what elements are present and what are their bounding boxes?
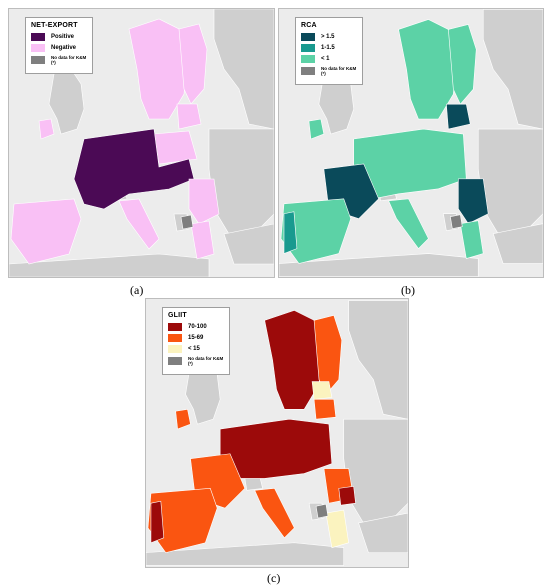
legend-item: < 15 — [168, 345, 224, 353]
region-italy — [118, 198, 160, 250]
legend-swatch — [301, 44, 315, 52]
legend-label: Positive — [51, 34, 75, 40]
legend-label: Negative — [51, 45, 77, 51]
region-baltics — [446, 103, 471, 130]
region-italy — [388, 198, 429, 250]
legend-item: 1-1.5 — [301, 44, 357, 52]
region-nordic-north — [213, 9, 274, 130]
legend-label: < 15 — [188, 346, 200, 352]
europe-map-rca — [279, 9, 543, 277]
legend-swatch-nodata — [31, 56, 45, 64]
legend-title: RCA — [301, 22, 317, 29]
caption-a: (a) — [130, 283, 144, 297]
region-nodata — [450, 214, 463, 230]
legend: NET-EXPORT Positive Negative No data for… — [25, 17, 93, 74]
region-russia-east — [343, 418, 408, 524]
legend-nodata-item: No data for K&M (*) — [168, 356, 224, 366]
region-north-africa — [279, 253, 479, 277]
legend-swatch — [301, 33, 315, 41]
region-iberia — [280, 198, 352, 264]
europe-map-gliit — [146, 300, 408, 566]
region-greece — [325, 509, 350, 549]
legend-swatch — [168, 334, 182, 342]
legend-swatch-nodata — [168, 357, 182, 365]
region-north-africa — [9, 253, 210, 277]
region-finland — [313, 314, 343, 395]
region-nodata — [315, 503, 329, 519]
region-turkey — [223, 223, 274, 265]
legend-nodata-item: No data for K&M (*) — [301, 66, 357, 76]
region-portugal — [283, 211, 298, 255]
region-scandinavia — [398, 19, 457, 120]
region-balkans-east — [188, 178, 220, 225]
region-greece — [190, 220, 215, 260]
region-greece — [459, 220, 484, 259]
region-uk — [48, 68, 85, 135]
legend-item: > 1.5 — [301, 33, 357, 41]
legend-item: < 1 — [301, 55, 357, 63]
caption-c: (c) — [267, 571, 281, 585]
region-scandinavia — [128, 18, 188, 120]
legend-item: 15-69 — [168, 334, 224, 342]
region-bulgaria — [338, 486, 356, 506]
region-finland — [178, 23, 208, 105]
region-nordic-north — [482, 9, 543, 130]
legend-swatch — [168, 323, 182, 331]
region-ireland — [38, 118, 55, 140]
legend-nodata-label: No data for K&M (*) — [188, 356, 224, 366]
legend-label: < 1 — [321, 56, 330, 62]
caption-b: (b) — [401, 283, 415, 297]
legend-swatch — [168, 345, 182, 353]
region-iberia — [147, 488, 218, 553]
legend-nodata-label: No data for K&M (*) — [51, 55, 87, 65]
legend-label: 70-100 — [188, 324, 207, 330]
region-poland — [153, 130, 198, 165]
region-scandinavia — [264, 310, 323, 410]
legend-swatch — [31, 33, 45, 41]
region-central-core — [73, 128, 195, 210]
region-iberia — [10, 198, 82, 265]
map-panel-net-export: NET-EXPORT Positive Negative No data for… — [8, 8, 275, 278]
region-balkans-east — [458, 178, 489, 225]
region-ireland — [175, 408, 191, 430]
legend-label: 1-1.5 — [321, 45, 335, 51]
region-portugal — [150, 500, 165, 544]
legend-swatch-nodata — [301, 67, 315, 75]
map-panel-rca: RCA > 1.5 1-1.5 < 1 No data for K&M (*) — [278, 8, 544, 278]
legend-item: Positive — [31, 33, 87, 41]
legend-swatch — [301, 55, 315, 63]
region-finland — [448, 24, 477, 105]
map-panel-gliit: GLIIT 70-100 15-69 < 15 No data for K&M … — [145, 298, 409, 568]
legend-label: 15-69 — [188, 335, 204, 341]
region-russia-east — [208, 128, 274, 235]
region-lithuania — [313, 399, 337, 420]
legend-item: 70-100 — [168, 323, 224, 331]
legend: RCA > 1.5 1-1.5 < 1 No data for K&M (*) — [295, 17, 363, 85]
legend-label: > 1.5 — [321, 34, 335, 40]
region-ireland — [308, 118, 325, 140]
legend-swatch — [31, 44, 45, 52]
legend-title: NET-EXPORT — [31, 22, 78, 29]
region-turkey — [358, 512, 408, 553]
region-italy — [254, 488, 295, 539]
legend: GLIIT 70-100 15-69 < 15 No data for K&M … — [162, 307, 230, 375]
legend-title: GLIIT — [168, 312, 187, 319]
region-russia-east — [477, 128, 543, 234]
legend-item: Negative — [31, 44, 87, 52]
region-north-africa — [146, 542, 345, 566]
region-nodata — [180, 214, 194, 230]
region-nordic-north — [348, 300, 408, 420]
region-baltics — [311, 381, 333, 400]
legend-nodata-item: No data for K&M (*) — [31, 55, 87, 65]
europe-map-net-export — [9, 9, 274, 277]
region-turkey — [492, 223, 543, 264]
legend-nodata-label: No data for K&M (*) — [321, 66, 357, 76]
region-baltics — [176, 103, 202, 130]
